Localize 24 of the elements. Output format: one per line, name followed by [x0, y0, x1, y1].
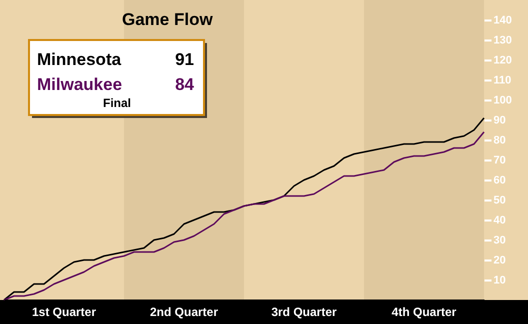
y-tick-label: 80	[494, 134, 506, 146]
y-tick-label: 100	[494, 94, 512, 106]
text: Milwaukee	[37, 75, 122, 94]
annotation: Final	[102, 96, 132, 110]
y-tick-label: 120	[494, 54, 512, 66]
text: 3rd Quarter	[271, 305, 338, 319]
y-tick-label: 70	[494, 154, 506, 166]
y-tick-label: 110	[494, 74, 512, 86]
y-tick-label: 60	[494, 174, 506, 186]
text: Game Flow	[122, 10, 214, 29]
text: Minnesota	[37, 50, 122, 69]
text: 2nd Quarter	[150, 305, 218, 319]
y-tick-label: 10	[494, 274, 506, 286]
y-tick-label: 90	[494, 114, 506, 126]
y-tick-label: 50	[494, 194, 506, 206]
y-tick-label: 140	[494, 14, 512, 26]
y-tick-label: 40	[494, 214, 506, 226]
text: 4th Quarter	[392, 305, 457, 319]
y-tick-label: 20	[494, 254, 506, 266]
annotation: 84	[175, 75, 195, 94]
text: 1st Quarter	[32, 305, 96, 319]
y-tick-label: 130	[494, 34, 512, 46]
annotation: 91	[175, 50, 194, 69]
y-tick-label: 30	[494, 234, 506, 246]
